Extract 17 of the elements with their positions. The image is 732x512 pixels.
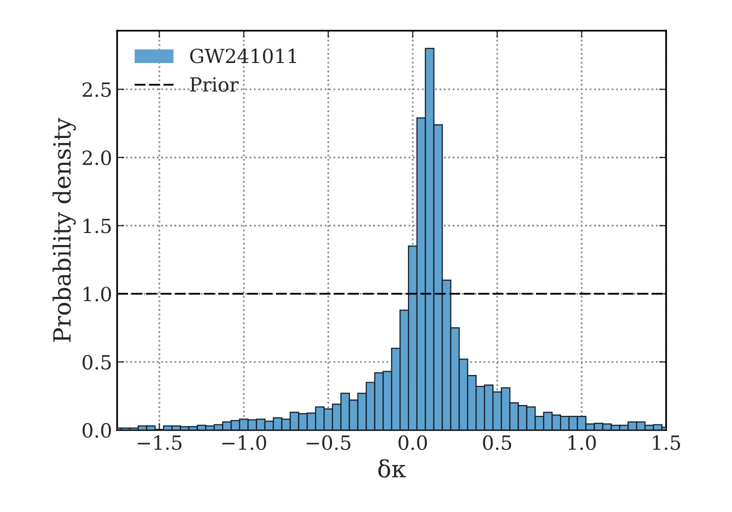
y-tick-label: 1.0	[84, 286, 111, 302]
legend-label: Prior	[190, 77, 239, 92]
x-tick-label: −1.0	[222, 435, 266, 450]
x-tick-label: 0.0	[398, 435, 427, 450]
x-tick-label: 0.5	[483, 435, 512, 450]
x-tick-label: 1.0	[568, 435, 596, 450]
x-axis-title: δκ	[378, 459, 406, 478]
x-tick-label: −1.5	[138, 435, 182, 450]
x-tick-label: −0.5	[306, 435, 350, 450]
y-tick-label: 0.0	[82, 423, 111, 438]
x-tick-label: 1.5	[653, 435, 680, 450]
y-tick-label: 0.5	[82, 354, 111, 370]
y-tick-label: 2.5	[82, 82, 111, 97]
legend-label: GW241011	[190, 48, 296, 64]
y-tick-label: 1.5	[84, 218, 111, 234]
y-axis-title: Probability density	[52, 118, 76, 342]
y-tick-label: 2.0	[82, 150, 111, 166]
